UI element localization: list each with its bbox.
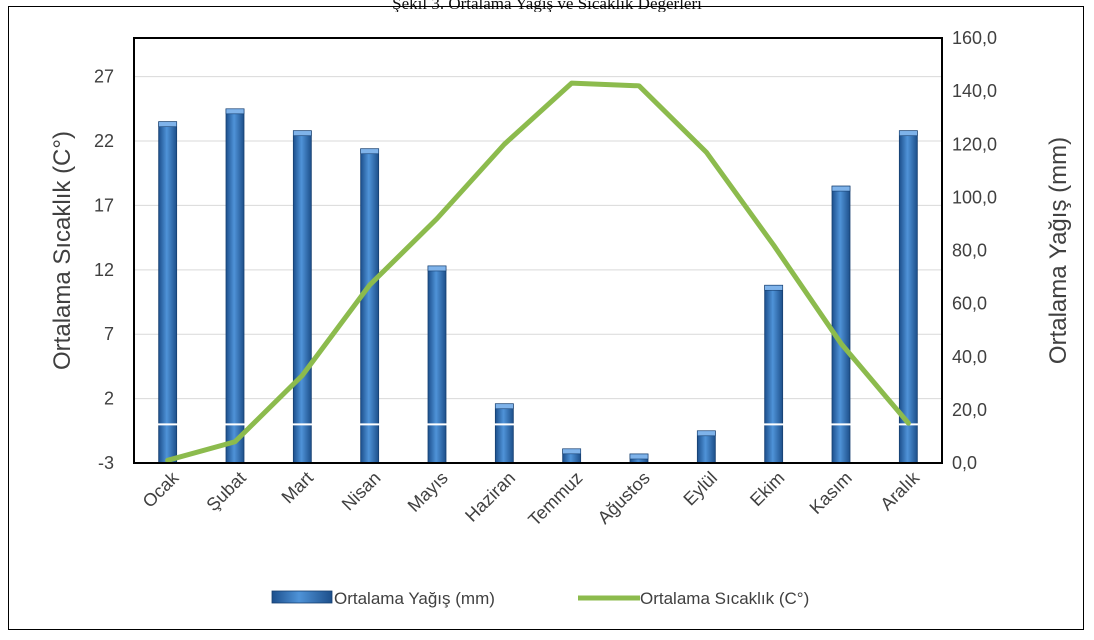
x-tick-label: Ekim — [746, 468, 788, 510]
right-tick-label: 160,0 — [952, 28, 997, 48]
bar-body — [292, 130, 312, 464]
right-axis-title: Ortalama Yağış (mm) — [1045, 137, 1072, 364]
x-tick-label: Ağustos — [594, 468, 654, 528]
line-series — [165, 80, 911, 463]
x-tick-label: Aralık — [876, 467, 923, 514]
right-tick-label: 120,0 — [952, 134, 997, 154]
plot-area-border — [133, 37, 943, 464]
bar-cap — [562, 448, 581, 455]
bar-10 — [764, 284, 784, 464]
bar-3 — [292, 130, 312, 464]
left-tick-label: 22 — [94, 131, 114, 151]
bar-8 — [629, 453, 649, 464]
bar-series — [134, 108, 942, 464]
left-tick-label: 2 — [104, 389, 114, 409]
bar-cap — [158, 121, 177, 128]
bar-cap — [831, 185, 851, 192]
bar-6 — [494, 403, 514, 464]
bar-body — [764, 284, 784, 464]
chart-frame — [8, 6, 1084, 630]
bar-body — [494, 403, 514, 464]
gridlines — [134, 76, 942, 425]
bar-cap — [427, 265, 447, 272]
right-tick-label: 140,0 — [952, 81, 997, 101]
temperature-line — [165, 80, 911, 463]
left-tick-label: -3 — [98, 453, 114, 473]
bar-5 — [427, 265, 447, 464]
left-tick-label: 27 — [94, 67, 114, 87]
right-tick-label: 20,0 — [952, 400, 987, 420]
bar-4 — [360, 148, 380, 464]
legend: Ortalama Yağış (mm) Ortalama Sıcaklık (C… — [271, 589, 809, 608]
x-tick-label: Nisan — [338, 468, 385, 515]
right-axis-ticks: 0,0 20,0 40,0 60,0 80,0 100,0 120,0 140,0 160,0 — [952, 28, 997, 473]
bar-cap — [764, 284, 783, 291]
bar-body — [158, 121, 178, 464]
right-tick-label: 40,0 — [952, 347, 987, 367]
legend-item-temperature: Ortalama Sıcaklık (C°) — [640, 589, 809, 608]
right-tick-label: 100,0 — [952, 187, 997, 207]
left-tick-label: 17 — [94, 195, 114, 215]
bar-body — [427, 265, 447, 464]
x-tick-label: Kasım — [806, 468, 856, 518]
right-tick-label: 60,0 — [952, 294, 987, 314]
x-tick-label: Mayıs — [404, 468, 452, 516]
bar-cap — [899, 130, 918, 137]
bar-cap — [697, 430, 716, 437]
bar-cap — [495, 403, 514, 410]
right-tick-label: 0,0 — [952, 453, 977, 473]
bar-body — [360, 148, 380, 464]
bar-cap — [360, 148, 379, 155]
x-axis-ticks: Ocak Şubat Mart Nisan Mayıs Haziran Temmuz Ağus… — [139, 467, 924, 530]
x-tick-label: Ocak — [139, 467, 184, 512]
x-tick-label: Haziran — [461, 468, 519, 526]
bar-body — [831, 185, 851, 464]
legend-item-precipitation: Ortalama Yağış (mm) — [334, 589, 495, 608]
legend-bar-swatch — [271, 590, 333, 604]
bar-7 — [562, 448, 582, 464]
x-tick-label: Şubat — [202, 468, 249, 515]
bar-body — [225, 108, 245, 464]
left-axis-title: Ortalama Sıcaklık (C°) — [49, 131, 76, 370]
bar-11 — [831, 185, 851, 464]
bar-cap — [629, 453, 649, 460]
right-tick-label: 80,0 — [952, 241, 987, 261]
x-tick-label: Temmuz — [524, 468, 586, 530]
bar-2 — [225, 108, 245, 464]
left-tick-label: 12 — [94, 260, 114, 280]
left-tick-label: 7 — [104, 324, 114, 344]
bar-cap — [293, 130, 312, 137]
bar-1 — [158, 121, 178, 464]
bar-cap — [225, 108, 245, 115]
bar-9 — [696, 430, 716, 464]
x-tick-label: Mart — [278, 468, 318, 508]
x-tick-label: Eylül — [679, 468, 721, 510]
